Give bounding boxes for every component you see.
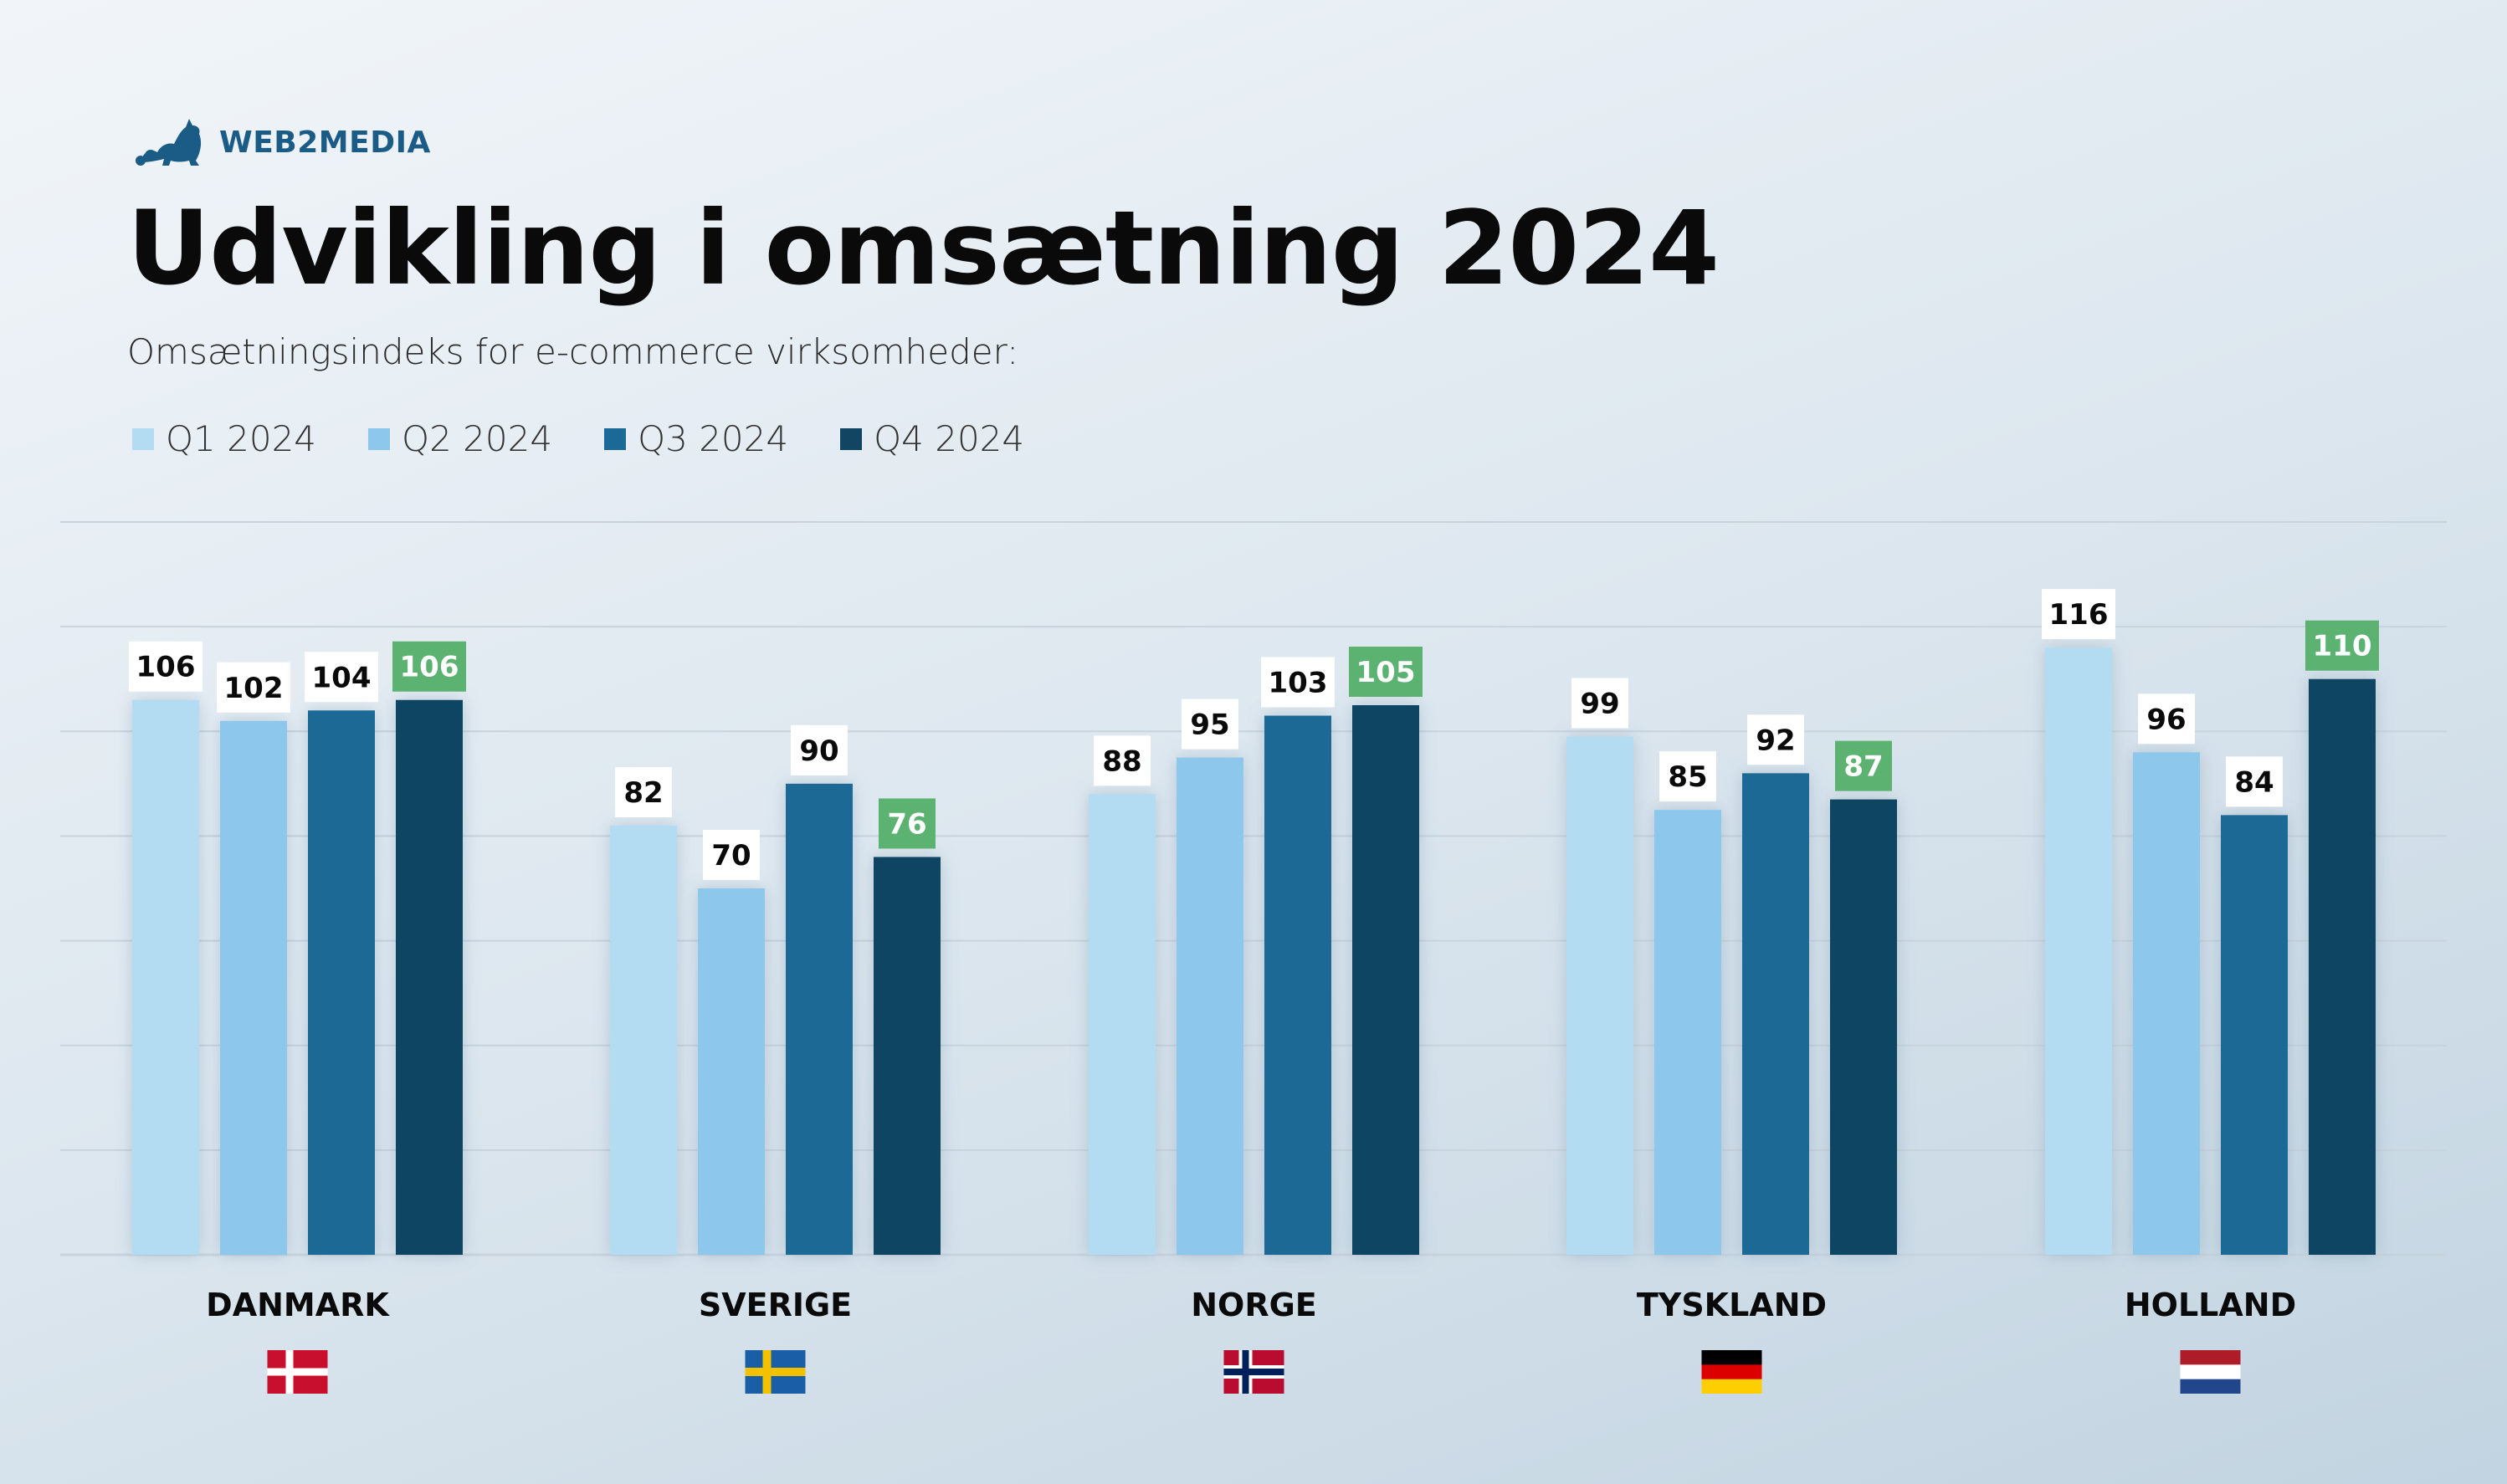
value-label: 92 [1756,724,1795,757]
value-label: 99 [1580,688,1619,721]
brand-name: WEB2MEDIA [219,125,431,160]
legend-item-3: Q3 2024 [604,418,788,459]
value-label-box [2042,589,2115,640]
flag-denmark-icon [267,1350,328,1394]
value-label-box [1659,751,1716,802]
value-label-box [305,652,378,703]
value-label: 90 [799,734,838,768]
chart-legend: Q1 2024 Q2 2024 Q3 2024 Q4 2024 [132,418,1076,459]
value-label: 102 [224,672,284,705]
bar-tyskland-q1 [1566,736,1633,1255]
value-label-box [1571,678,1628,729]
value-label: 106 [136,651,196,684]
bar-holland-q3 [2221,815,2288,1255]
bar-tyskland-q2 [1654,810,1721,1255]
value-label-box [2305,620,2379,671]
value-label: 110 [2313,630,2372,663]
value-label-box [2226,756,2283,807]
chart-value-labels: 106 102 104 106 82 70 90 76 88 95 103 105 99 85 92 87 11… [129,589,2379,880]
value-label: 70 [711,839,751,872]
bar-norge-q2 [1177,757,1243,1255]
chart-bars [132,647,2376,1255]
category-label-tyskland: TYSKLAND [1637,1287,1827,1323]
value-label: 105 [1356,656,1416,689]
bar-norge-q1 [1089,794,1156,1255]
bar-danmark-q3 [308,710,375,1255]
category-label-norge: NORGE [1191,1287,1317,1323]
value-label: 88 [1102,745,1141,778]
flag-netherlands-icon [2180,1350,2241,1394]
flag-norway-icon [1223,1350,1284,1394]
cat-icon [136,119,202,166]
value-label-box [129,641,203,692]
chart-category-labels: DANMARK SVERIGE NORGE TYSKLAND HOLLAND [206,1287,2296,1323]
bar-holland-q1 [2045,647,2112,1255]
value-label-box [392,641,466,692]
bar-norge-q3 [1264,715,1331,1255]
legend-swatch [368,427,391,450]
value-label: 116 [2049,598,2109,632]
value-label-box [1349,647,1423,697]
flag-germany-icon [1701,1350,1762,1394]
value-label-box [615,766,672,817]
legend-swatch [840,427,863,450]
bar-danmark-q1 [132,699,199,1255]
legend-label: Q2 2024 [402,418,553,459]
value-label-box [1094,735,1151,786]
value-label: 84 [2234,765,2274,799]
value-label-box [217,662,290,713]
value-label: 103 [1269,667,1328,700]
bar-sverige-q3 [786,783,853,1255]
legend-label: Q1 2024 [166,418,317,459]
value-label: 76 [887,807,926,841]
bar-danmark-q4 [396,699,463,1255]
value-label-box [1261,657,1335,708]
value-label: 106 [400,651,459,684]
chart-subtitle: Omsætningsindeks for e-commerce virksomh… [127,331,1019,372]
value-label: 104 [312,661,372,694]
value-label-box [703,830,760,880]
bar-norge-q4 [1352,705,1419,1255]
legend-swatch [604,427,627,450]
bar-holland-q4 [2309,678,2376,1255]
value-label: 85 [1668,760,1707,794]
bar-holland-q2 [2133,752,2200,1255]
value-label-box [1835,740,1892,791]
legend-label: Q3 2024 [638,418,789,459]
bar-sverige-q1 [610,825,677,1255]
legend-item-2: Q2 2024 [368,418,552,459]
value-label-box [791,724,848,775]
value-label-box [1182,699,1238,750]
chart-title: Udvikling i omsætning 2024 [127,189,1720,308]
value-label: 96 [2146,703,2186,736]
value-label-box [879,798,936,849]
bar-danmark-q2 [220,720,287,1255]
category-label-sverige: SVERIGE [699,1287,852,1323]
category-label-holland: HOLLAND [2125,1287,2296,1323]
bar-sverige-q4 [874,857,941,1255]
value-label: 82 [623,776,663,810]
brand-logo: WEB2MEDIA [131,114,431,171]
legend-item-1: Q1 2024 [132,418,316,459]
value-label-box [1747,714,1804,765]
bar-tyskland-q3 [1742,773,1809,1255]
bar-sverige-q2 [698,888,765,1255]
category-label-danmark: DANMARK [206,1287,390,1323]
value-label: 87 [1843,750,1883,784]
bar-tyskland-q4 [1830,799,1897,1255]
value-label-box [2138,693,2195,745]
legend-swatch [132,427,154,450]
legend-item-4: Q4 2024 [840,418,1024,459]
value-label: 95 [1190,709,1229,742]
legend-label: Q4 2024 [874,418,1025,459]
flag-sweden-icon [745,1350,806,1394]
chart-flags [267,1350,2241,1394]
